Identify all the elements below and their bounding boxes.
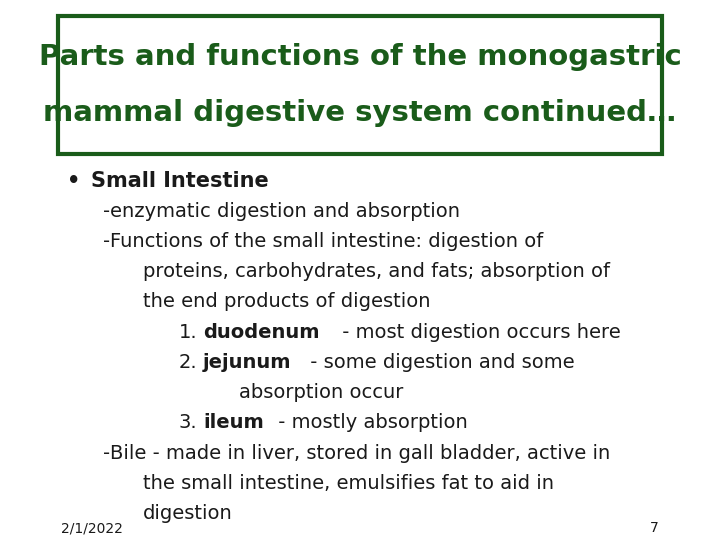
Text: duodenum: duodenum bbox=[203, 322, 320, 342]
Text: - some digestion and some: - some digestion and some bbox=[304, 353, 575, 372]
Text: ileum: ileum bbox=[203, 413, 264, 433]
Text: Small Intestine: Small Intestine bbox=[91, 171, 269, 191]
Text: jejunum: jejunum bbox=[203, 353, 292, 372]
Text: mammal digestive system continued…: mammal digestive system continued… bbox=[43, 99, 677, 127]
Text: 2/1/2022: 2/1/2022 bbox=[61, 521, 123, 535]
Text: Parts and functions of the monogastric: Parts and functions of the monogastric bbox=[39, 43, 681, 71]
Text: -: - bbox=[103, 201, 110, 221]
Text: - most digestion occurs here: - most digestion occurs here bbox=[336, 322, 621, 342]
Text: •: • bbox=[66, 171, 80, 191]
Text: 1.: 1. bbox=[179, 322, 197, 342]
Text: Bile - made in liver, stored in gall bladder, active in: Bile - made in liver, stored in gall bla… bbox=[109, 443, 610, 463]
Text: 7: 7 bbox=[650, 521, 659, 535]
Text: - mostly absorption: - mostly absorption bbox=[272, 413, 468, 433]
Text: -: - bbox=[103, 232, 110, 251]
Text: 2.: 2. bbox=[179, 353, 197, 372]
Text: Functions of the small intestine: digestion of: Functions of the small intestine: digest… bbox=[109, 232, 543, 251]
Text: digestion: digestion bbox=[143, 504, 233, 523]
Text: the small intestine, emulsifies fat to aid in: the small intestine, emulsifies fat to a… bbox=[143, 474, 554, 493]
Text: enzymatic digestion and absorption: enzymatic digestion and absorption bbox=[109, 201, 459, 221]
Text: -: - bbox=[103, 443, 110, 463]
Text: proteins, carbohydrates, and fats; absorption of: proteins, carbohydrates, and fats; absor… bbox=[143, 262, 610, 281]
Text: 3.: 3. bbox=[179, 413, 197, 433]
Text: absorption occur: absorption occur bbox=[239, 383, 404, 402]
FancyBboxPatch shape bbox=[58, 16, 662, 154]
Text: the end products of digestion: the end products of digestion bbox=[143, 292, 431, 312]
